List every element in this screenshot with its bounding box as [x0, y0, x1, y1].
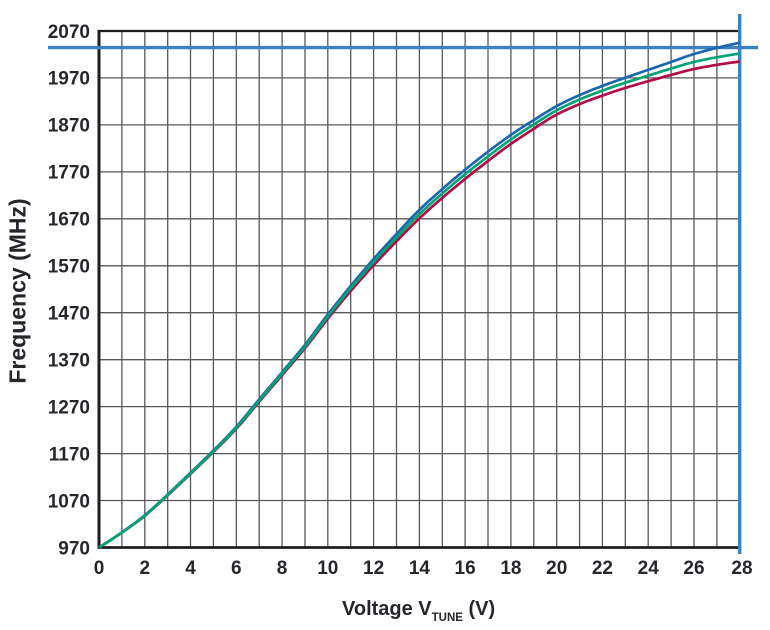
- svg-text:Voltage VTUNE (V): Voltage VTUNE (V): [342, 598, 495, 624]
- svg-text:26: 26: [683, 558, 704, 579]
- svg-text:1970: 1970: [48, 69, 90, 90]
- svg-text:0: 0: [94, 558, 105, 579]
- svg-text:1370: 1370: [48, 351, 90, 372]
- svg-text:1470: 1470: [48, 304, 90, 325]
- svg-text:1670: 1670: [48, 210, 90, 231]
- svg-text:10: 10: [317, 558, 338, 579]
- svg-text:28: 28: [731, 558, 752, 579]
- svg-text:1170: 1170: [49, 444, 90, 465]
- svg-text:1070: 1070: [48, 491, 90, 512]
- svg-text:1270: 1270: [48, 397, 90, 418]
- svg-text:24: 24: [638, 558, 660, 579]
- svg-text:Frequency (MHz): Frequency (MHz): [5, 198, 31, 383]
- svg-text:16: 16: [455, 558, 476, 579]
- svg-text:2070: 2070: [48, 22, 90, 43]
- svg-text:1870: 1870: [48, 116, 90, 137]
- svg-text:20: 20: [546, 558, 567, 579]
- svg-text:970: 970: [58, 538, 90, 559]
- svg-text:4: 4: [185, 558, 196, 579]
- svg-text:1570: 1570: [48, 257, 90, 278]
- svg-text:18: 18: [500, 558, 521, 579]
- svg-text:14: 14: [409, 558, 431, 579]
- svg-text:8: 8: [277, 558, 288, 579]
- svg-text:1770: 1770: [48, 163, 90, 184]
- svg-text:2: 2: [140, 558, 151, 579]
- svg-text:6: 6: [231, 558, 242, 579]
- svg-text:12: 12: [363, 558, 384, 579]
- svg-text:22: 22: [592, 558, 613, 579]
